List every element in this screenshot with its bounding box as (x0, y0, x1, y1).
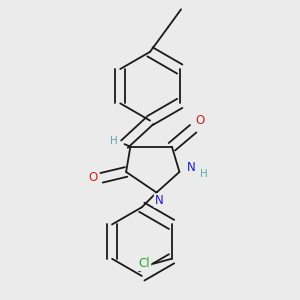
Text: O: O (196, 114, 205, 127)
Text: O: O (88, 171, 98, 184)
Text: N: N (187, 161, 195, 175)
Text: H: H (200, 169, 208, 178)
Text: N: N (155, 194, 164, 207)
Text: H: H (110, 136, 117, 146)
Text: Cl: Cl (139, 257, 150, 270)
